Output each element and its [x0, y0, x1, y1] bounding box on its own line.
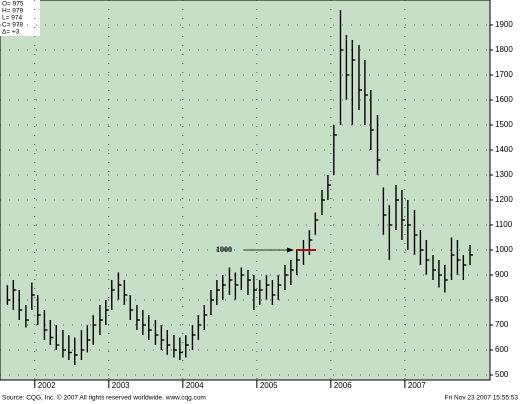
- arrow-head: [287, 247, 294, 253]
- annotation-label: 1000: [216, 245, 232, 254]
- y-tick-label: 900: [495, 270, 509, 279]
- source: Source: CQG, Inc. © 2007 All rights rese…: [2, 394, 206, 402]
- info-background: [0, 0, 40, 36]
- y-tick-label: 800: [495, 295, 509, 304]
- y-tick-label: 1200: [495, 195, 513, 204]
- y-tick-label: 1400: [495, 145, 513, 154]
- x-tick-label: 2003: [112, 381, 130, 390]
- y-tick-label: 700: [495, 320, 509, 329]
- y-tick-label: 1800: [495, 45, 513, 54]
- x-tick-label: 2002: [38, 381, 56, 390]
- y-tick-label: 1000: [495, 245, 513, 254]
- timestamp: Fri Nov 23 2007 15:55:53: [445, 395, 519, 402]
- y-tick-label: 1100: [495, 220, 513, 229]
- info-line: Δ= +3: [2, 29, 20, 36]
- x-tick-label: 2006: [334, 381, 352, 390]
- info-line: C= 978: [2, 22, 24, 29]
- y-tick-label: 1500: [495, 120, 513, 129]
- y-tick-label: 1900: [495, 20, 513, 29]
- y-tick-label: 1600: [495, 95, 513, 104]
- plot-area: [0, 0, 491, 381]
- y-tick-label: 1700: [495, 70, 513, 79]
- y-tick-label: 600: [495, 345, 509, 354]
- x-tick-label: 2004: [186, 381, 204, 390]
- x-tick-label: 2007: [408, 381, 426, 390]
- x-tick-label: 2005: [260, 381, 278, 390]
- info-line: O= 975: [2, 1, 24, 8]
- info-line: L= 974: [2, 15, 22, 22]
- y-tick-label: 500: [495, 370, 509, 379]
- info-line: H= 979: [2, 8, 24, 15]
- y-tick-label: 1300: [495, 170, 513, 179]
